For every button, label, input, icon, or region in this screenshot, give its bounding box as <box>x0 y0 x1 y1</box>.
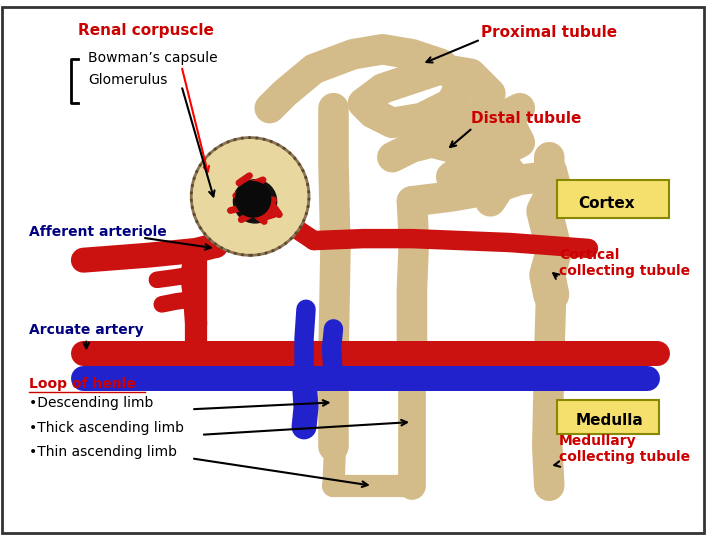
Text: Loop of henle: Loop of henle <box>30 377 136 391</box>
FancyBboxPatch shape <box>557 180 669 218</box>
Text: Renal corpuscle: Renal corpuscle <box>78 23 215 38</box>
Circle shape <box>235 182 271 217</box>
Text: •Thin ascending limb: •Thin ascending limb <box>30 446 177 460</box>
Text: Bowman’s capsule: Bowman’s capsule <box>89 51 218 65</box>
Text: Medulla: Medulla <box>576 413 644 428</box>
Circle shape <box>192 138 309 255</box>
Text: •Thick ascending limb: •Thick ascending limb <box>30 421 184 435</box>
Text: Proximal tubule: Proximal tubule <box>480 24 617 39</box>
Text: Cortical
collecting tubule: Cortical collecting tubule <box>559 248 690 278</box>
Text: Cortex: Cortex <box>579 196 635 211</box>
Text: Afferent arteriole: Afferent arteriole <box>30 225 167 239</box>
Text: Arcuate artery: Arcuate artery <box>30 323 144 337</box>
Text: •Descending limb: •Descending limb <box>30 396 154 410</box>
Circle shape <box>233 180 276 223</box>
Text: Glomerulus: Glomerulus <box>89 73 168 86</box>
Text: Medullary
collecting tubule: Medullary collecting tubule <box>559 434 690 464</box>
FancyBboxPatch shape <box>557 401 659 434</box>
Text: Distal tubule: Distal tubule <box>471 111 581 126</box>
